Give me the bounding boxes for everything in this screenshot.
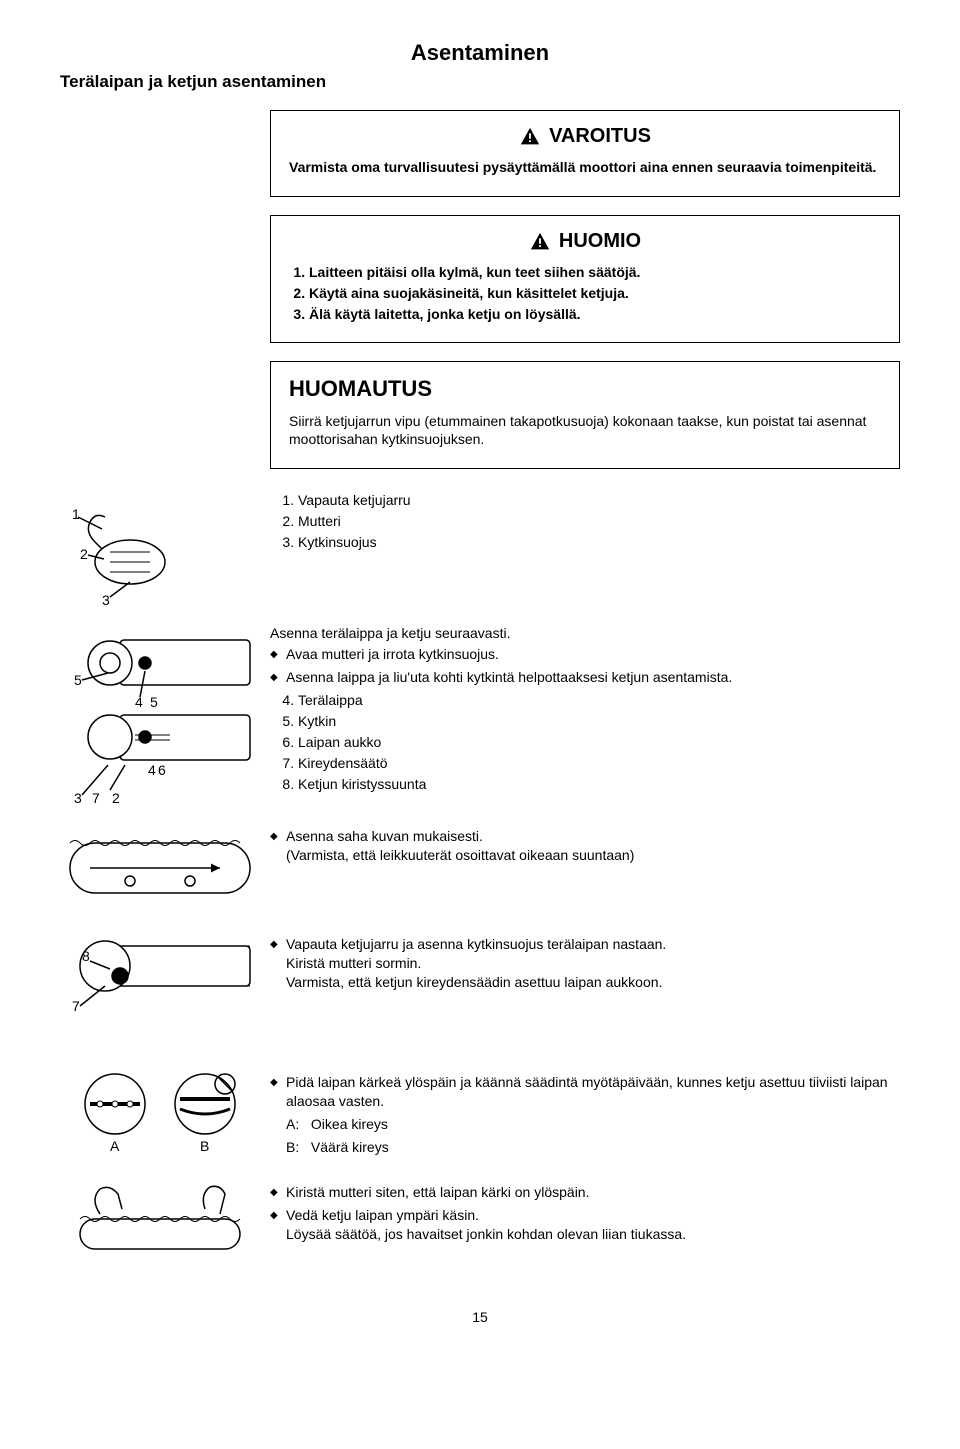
huomautus-box: HUOMAUTUS Siirrä ketjujarrun vipu (etumm…: [270, 361, 900, 469]
list-item: Kytkin: [298, 712, 900, 731]
page-number: 15: [60, 1309, 900, 1325]
huomio-label: HUOMIO: [559, 230, 641, 253]
a-label: A:: [286, 1116, 299, 1132]
varoitus-text: Varmista oma turvallisuutesi pysäyttämäl…: [289, 158, 881, 176]
svg-text:3: 3: [102, 592, 110, 607]
b-text: Väärä kireys: [311, 1139, 389, 1155]
svg-text:A: A: [110, 1138, 120, 1154]
bullet: Kiristä mutteri siten, että laipan kärki…: [270, 1183, 900, 1202]
step6-row: Kiristä mutteri siten, että laipan kärki…: [60, 1179, 900, 1269]
warning-icon: [519, 126, 541, 148]
huomautus-label: HUOMAUTUS: [289, 376, 432, 402]
figure-tension-adjust: 8 7: [60, 931, 260, 1051]
varoitus-box: VAROITUS Varmista oma turvallisuutesi py…: [270, 110, 900, 197]
figure-tension-ab: A B: [60, 1069, 260, 1159]
varoitus-label: VAROITUS: [549, 125, 651, 148]
svg-text:8: 8: [82, 948, 90, 964]
svg-text:5: 5: [150, 694, 158, 710]
list-item: Terälaippa: [298, 691, 900, 710]
svg-text:5: 5: [74, 672, 82, 688]
step5-row: A B Pidä laipan kärkeä ylöspäin ja käänn…: [60, 1069, 900, 1161]
page-title: Asentaminen: [60, 40, 900, 66]
bullet: Vedä ketju laipan ympäri käsin. Löysää s…: [270, 1206, 900, 1244]
bullet: Vapauta ketjujarru ja asenna kytkinsuoju…: [270, 935, 900, 992]
step4-row: 8 7 Vapauta ketjujarru ja asenna kytkins…: [60, 931, 900, 1051]
list-item: Vapauta ketjujarru: [298, 491, 900, 510]
warning-icon: [529, 231, 551, 253]
page-subtitle: Terälaipan ja ketjun asentaminen: [60, 72, 900, 92]
huomio-item: Älä käytä laitetta, jonka ketju on löysä…: [309, 305, 881, 324]
svg-text:1: 1: [72, 506, 80, 522]
svg-text:2: 2: [112, 790, 120, 805]
huomio-item: Käytä aina suojakäsineitä, kun käsittele…: [309, 284, 881, 303]
svg-text:2: 2: [80, 546, 88, 562]
bullet: Pidä laipan kärkeä ylöspäin ja käännä sä…: [270, 1073, 900, 1111]
list-item: Ketjun kiristyssuunta: [298, 775, 900, 794]
step2-row: 5 4 5 4 6 3 7 2 Asenna terälaippa ja ket…: [60, 625, 900, 805]
svg-text:7: 7: [92, 790, 100, 805]
bullet: Avaa mutteri ja irrota kytkinsuojus.: [270, 645, 900, 664]
list-item: Kireydensäätö: [298, 754, 900, 773]
figure-brake-release: 1 2 3: [60, 487, 260, 607]
figure-bar-install: 5 4 5 4 6 3 7 2: [60, 625, 260, 805]
huomio-box: HUOMIO Laitteen pitäisi olla kylmä, kun …: [270, 215, 900, 343]
assemble-intro: Asenna terälaippa ja ketju seuraavasti.: [270, 625, 900, 641]
huomio-item: Laitteen pitäisi olla kylmä, kun teet si…: [309, 263, 881, 282]
step1-row: 1 2 3 Vapauta ketjujarru Mutteri Kytkins…: [60, 487, 900, 607]
a-text: Oikea kireys: [311, 1116, 388, 1132]
list-item: Mutteri: [298, 512, 900, 531]
bullet: Asenna saha kuvan mukaisesti. (Varmista,…: [270, 827, 900, 865]
svg-text:6: 6: [158, 762, 166, 778]
huomautus-text: Siirrä ketjujarrun vipu (etummainen taka…: [289, 412, 881, 448]
svg-text:B: B: [200, 1138, 209, 1154]
bullet: Asenna laippa ja liu'uta kohti kytkintä …: [270, 668, 900, 687]
figure-chain-direction: [60, 823, 260, 913]
svg-text:4: 4: [135, 694, 143, 710]
svg-text:4: 4: [148, 762, 156, 778]
list-item: Kytkinsuojus: [298, 533, 900, 552]
b-label: B:: [286, 1139, 299, 1155]
list-item: Laipan aukko: [298, 733, 900, 752]
step3-row: Asenna saha kuvan mukaisesti. (Varmista,…: [60, 823, 900, 913]
svg-text:3: 3: [74, 790, 82, 805]
figure-hand-tighten: [60, 1179, 260, 1269]
svg-text:7: 7: [72, 998, 80, 1014]
